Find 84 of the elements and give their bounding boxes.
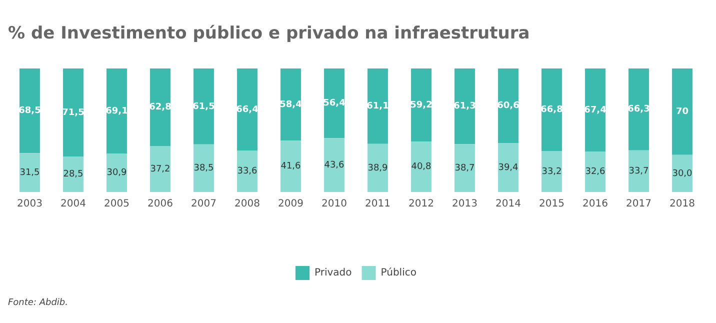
data-label: 33,2 (542, 166, 562, 177)
x-tick-label: 2005 (104, 198, 130, 210)
x-tick-label: 2004 (60, 198, 86, 210)
data-label: 39,4 (498, 162, 519, 173)
data-label: 61,3 (454, 102, 476, 112)
bar (194, 68, 214, 144)
source-note: Fonte: Abdib. (8, 298, 70, 308)
data-label: 66,3 (628, 104, 650, 115)
x-tick-label: 2018 (670, 198, 695, 210)
data-label: 37,2 (150, 164, 170, 174)
data-label: 33,6 (237, 166, 258, 177)
bar (411, 142, 432, 192)
data-label: 41,6 (280, 162, 302, 172)
data-label: 67,4 (584, 105, 606, 116)
legend-label: Privado (314, 268, 352, 279)
x-tick-label: 2017 (626, 198, 652, 210)
x-tick-label: 2003 (17, 198, 42, 210)
chart-title: % de Investimento público e privado na infraestrutura (8, 24, 530, 44)
bar (585, 152, 606, 192)
data-label: 62,8 (149, 102, 172, 113)
bar (542, 68, 562, 151)
bar (324, 68, 344, 138)
data-label: 38,5 (194, 164, 214, 174)
x-tick-label: 2008 (234, 198, 260, 210)
bar (628, 68, 649, 150)
data-label: 60,6 (497, 101, 520, 112)
x-tick-label: 2012 (408, 198, 434, 210)
bar (237, 150, 258, 192)
bar (542, 150, 562, 192)
bar (280, 140, 301, 192)
bar (585, 68, 606, 152)
bar (498, 143, 518, 192)
bar (237, 68, 258, 150)
x-tick-label: 2011 (365, 198, 390, 210)
bar (194, 144, 214, 192)
bar (63, 68, 84, 157)
bar (672, 68, 692, 155)
bar (411, 68, 432, 142)
data-label: 69,1 (106, 106, 128, 116)
data-label: 61,5 (192, 102, 215, 112)
data-label: 71,5 (62, 108, 84, 118)
data-label: 59,2 (410, 100, 432, 110)
bar (106, 68, 127, 154)
x-tick-label: 2014 (496, 198, 521, 210)
data-label: 66,8 (540, 105, 563, 116)
bar (498, 68, 518, 144)
bar (20, 68, 40, 154)
data-label: 58,4 (280, 100, 302, 110)
bar (324, 138, 344, 192)
bar (672, 154, 692, 192)
x-tick-label: 2010 (322, 198, 347, 210)
data-label: 66,4 (236, 104, 258, 115)
x-tick-label: 2006 (148, 198, 173, 210)
bar (628, 150, 649, 192)
bar (20, 153, 40, 192)
data-label: 31,5 (20, 168, 40, 178)
bar (150, 68, 170, 146)
bar (368, 68, 388, 144)
legend-label: Público (380, 268, 416, 279)
x-tick-label: 2007 (191, 198, 216, 210)
data-label: 32,6 (585, 167, 606, 178)
data-label: 38,7 (454, 163, 475, 174)
data-label: 70 (676, 107, 689, 118)
data-label: 30,9 (106, 168, 128, 178)
bar (150, 146, 170, 192)
data-label: 56,4 (323, 98, 346, 109)
data-label: 28,5 (63, 170, 84, 180)
data-label: 40,8 (411, 162, 432, 172)
bar (454, 68, 475, 144)
x-tick-label: 2016 (582, 198, 608, 210)
data-label: 38,9 (368, 163, 388, 174)
data-label: 43,6 (324, 160, 345, 170)
bar (63, 156, 84, 192)
x-tick-label: 2009 (278, 198, 304, 210)
data-label: 30,0 (672, 168, 693, 179)
x-tick-label: 2013 (452, 198, 478, 210)
bar (368, 144, 388, 192)
bar (106, 154, 127, 192)
bar (280, 68, 301, 141)
x-tick-label: 2015 (539, 198, 564, 210)
bar (454, 144, 475, 192)
data-label: 68,5 (18, 106, 41, 116)
data-label: 61,1 (366, 102, 389, 112)
data-label: 33,7 (628, 166, 649, 177)
